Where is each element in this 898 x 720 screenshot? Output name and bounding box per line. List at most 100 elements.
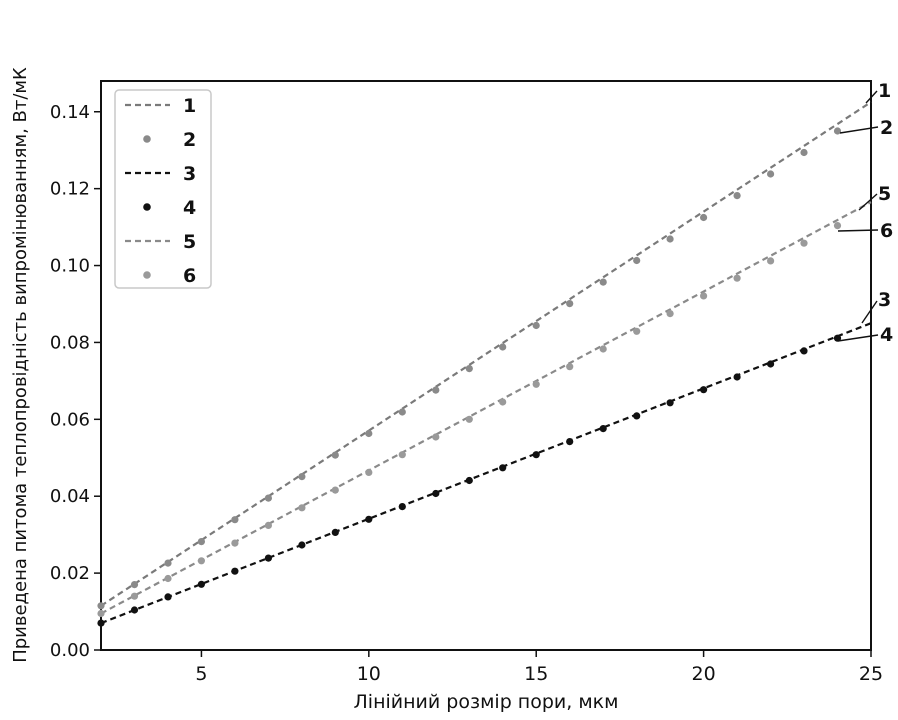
legend-marker-2: [143, 135, 151, 143]
series-4-point: [733, 373, 741, 381]
series-4-point: [700, 386, 708, 394]
series-4-point: [365, 515, 373, 523]
x-tick-label: 20: [692, 663, 716, 685]
legend-marker-6: [143, 271, 151, 279]
series-2-point: [633, 256, 641, 265]
series-4-point: [130, 606, 139, 614]
x-axis-label: Лінійний розмір пори, мкм: [354, 691, 619, 713]
series-6-point: [298, 504, 306, 512]
axis-ticks: 5 10 15 20 250.000.020.040.060.080.100.120.1…: [50, 102, 883, 685]
series-4-point: [666, 399, 674, 407]
y-tick-label: 0.14: [50, 102, 90, 123]
legend-label-2: 2: [183, 129, 196, 151]
y-tick-label: 0.10: [50, 256, 90, 277]
series-1-line: [100, 101, 872, 607]
series-2-point: [164, 559, 172, 567]
series-layer: [97, 101, 872, 627]
series-4-point: [264, 554, 272, 562]
series-2-point: [733, 192, 741, 200]
series-6-point: [231, 539, 239, 547]
series-2-point: [800, 148, 808, 157]
y-axis-label: Приведена питома теплопровідність випром…: [10, 67, 31, 663]
x-tick-label: 25: [859, 663, 883, 685]
series-2-point: [97, 602, 105, 610]
series-5-line: [100, 201, 872, 615]
series-4-point: [97, 619, 105, 627]
series-2-point: [197, 538, 205, 546]
series-2-point: [599, 278, 607, 286]
series-4-point: [465, 476, 473, 485]
series-6-point: [164, 574, 172, 583]
series-2-point: [231, 516, 239, 524]
series-6-point: [633, 327, 641, 335]
end-label-1: 1: [878, 80, 891, 102]
series-6-point: [532, 380, 540, 388]
series-6-point: [833, 222, 842, 230]
series-4-point: [566, 438, 574, 446]
series-2-point: [532, 321, 540, 330]
series-6-point: [398, 451, 406, 459]
end-label-leader-2: [839, 126, 879, 134]
end-label-leader-3: [861, 300, 878, 324]
series-6-point: [264, 521, 272, 530]
series-2-point: [499, 343, 507, 351]
series-2-point: [767, 170, 775, 178]
series-6-point: [800, 239, 808, 247]
series-6-point: [97, 609, 105, 618]
series-6-point: [197, 557, 205, 565]
series-4-point: [532, 451, 540, 459]
series-4-point: [398, 503, 406, 511]
series-2-point: [666, 235, 674, 243]
series-2-point: [833, 127, 842, 135]
end-label-leader-6: [837, 229, 879, 232]
series-4-point: [800, 347, 808, 355]
series-4-point: [197, 580, 205, 588]
series-2-point: [331, 451, 339, 459]
y-tick-label: 0.00: [50, 640, 90, 661]
plot-frame: [100, 80, 872, 651]
series-6-point: [599, 345, 607, 353]
legend-box: [114, 89, 212, 289]
series-6-point: [432, 433, 440, 441]
x-tick-label: 15: [524, 663, 548, 685]
series-2-point: [130, 581, 139, 589]
series-4-point: [833, 334, 842, 342]
series-4-point: [633, 412, 641, 420]
y-tick-label: 0.06: [50, 409, 90, 430]
series-4-point: [767, 360, 775, 368]
series-6-point: [465, 415, 473, 423]
end-label-2: 2: [880, 117, 893, 139]
series-2-point: [264, 494, 272, 502]
series-4-point: [432, 489, 440, 498]
legend-label-5: 5: [183, 231, 196, 253]
x-tick-label: 10: [357, 663, 381, 685]
series-3-line: [100, 322, 872, 625]
series-6-point: [566, 363, 574, 371]
series-6-point: [365, 468, 373, 476]
end-label-leader-1: [865, 90, 878, 104]
end-label-leader-4: [837, 334, 879, 342]
series-4-point: [298, 541, 306, 549]
series-4-point: [331, 528, 339, 537]
series-4-point: [164, 593, 172, 601]
end-labels: 1 2 3 4 5 6: [837, 80, 893, 346]
series-2-point: [432, 386, 440, 394]
y-tick-label: 0.04: [50, 486, 90, 507]
series-2-point: [298, 473, 306, 481]
x-tick-label: 5: [195, 663, 207, 685]
series-2-point: [566, 300, 574, 308]
legend-label-4: 4: [183, 197, 196, 219]
end-label-leader-5: [858, 193, 878, 211]
end-label-4: 4: [880, 324, 893, 346]
series-6-point: [700, 292, 708, 300]
series-6-point: [666, 310, 674, 318]
series-2-point: [398, 408, 406, 416]
end-label-5: 5: [878, 183, 891, 205]
legend-label-3: 3: [183, 163, 196, 185]
series-4-point: [499, 464, 507, 472]
end-label-3: 3: [878, 289, 891, 311]
end-label-6: 6: [880, 220, 893, 242]
legend: 1 2 3 4 5 6: [114, 89, 212, 289]
series-4-point: [231, 567, 239, 575]
series-4-point: [599, 425, 607, 433]
